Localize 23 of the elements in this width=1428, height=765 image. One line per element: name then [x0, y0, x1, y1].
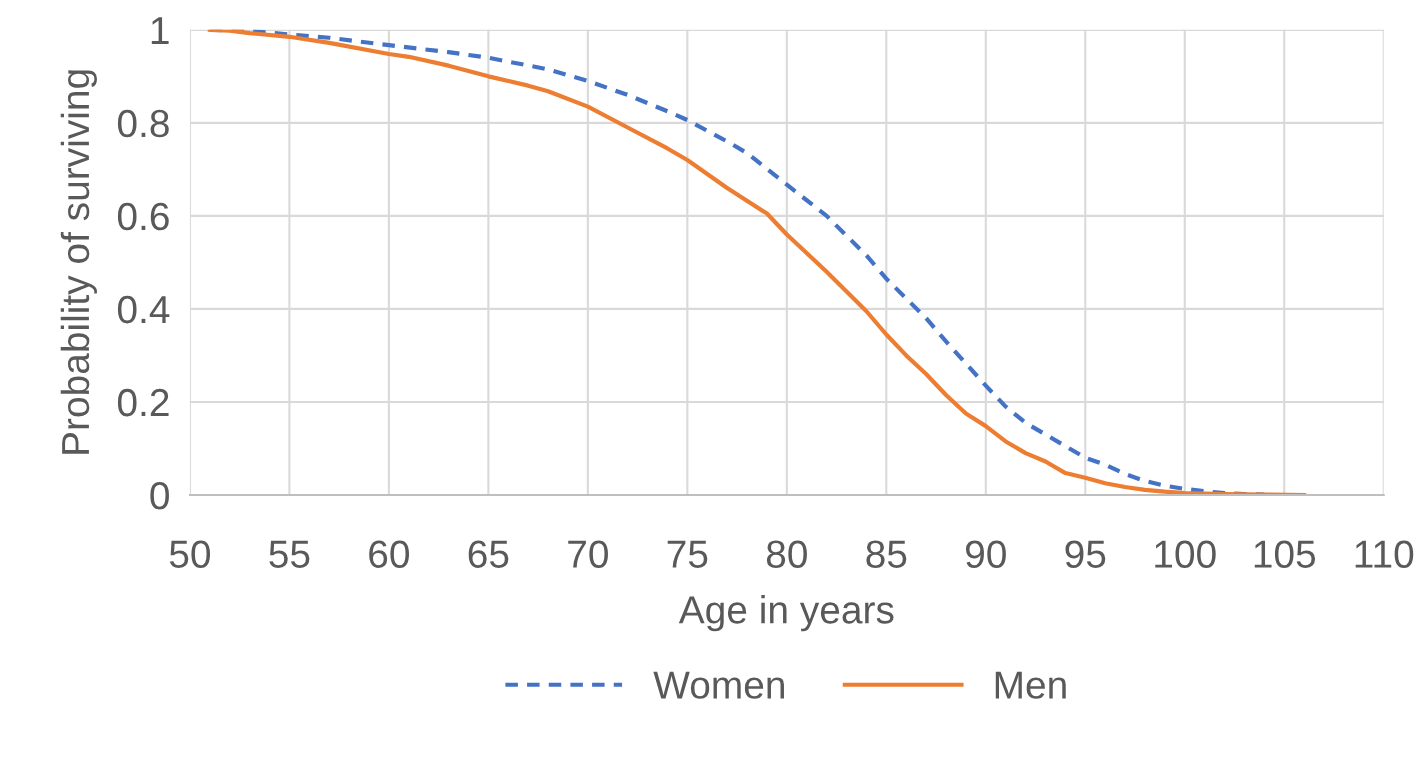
- x-tick-label: 50: [169, 540, 211, 568]
- y-tick-label: 1: [151, 17, 169, 44]
- x-tick-label: 110: [1355, 540, 1414, 568]
- legend-label: Men: [995, 671, 1066, 699]
- y-tick-label: 0.2: [117, 388, 169, 417]
- x-tick-label: 85: [866, 540, 907, 568]
- legend-label: Women: [653, 671, 784, 699]
- x-tick-label: 80: [766, 540, 807, 568]
- x-tick-label: 75: [667, 540, 708, 568]
- x-tick-label: 60: [369, 540, 409, 568]
- x-tick-label: 105: [1254, 540, 1316, 568]
- x-axis-title: Age in years: [678, 595, 894, 632]
- x-tick-label: 95: [1065, 540, 1106, 568]
- x-tick-label: 100: [1155, 540, 1216, 568]
- x-tick-label: 70: [568, 540, 608, 568]
- y-axis-title: Probability of surviving: [60, 70, 97, 454]
- x-tick-label: 90: [965, 540, 1006, 568]
- x-tick-label: 55: [269, 540, 310, 568]
- y-tick-label: 0: [150, 481, 169, 510]
- y-tick-label: 0.8: [117, 109, 169, 138]
- x-tick-label: 65: [468, 540, 509, 568]
- y-tick-label: 0.4: [117, 295, 170, 324]
- y-tick-label: 0.6: [117, 202, 169, 231]
